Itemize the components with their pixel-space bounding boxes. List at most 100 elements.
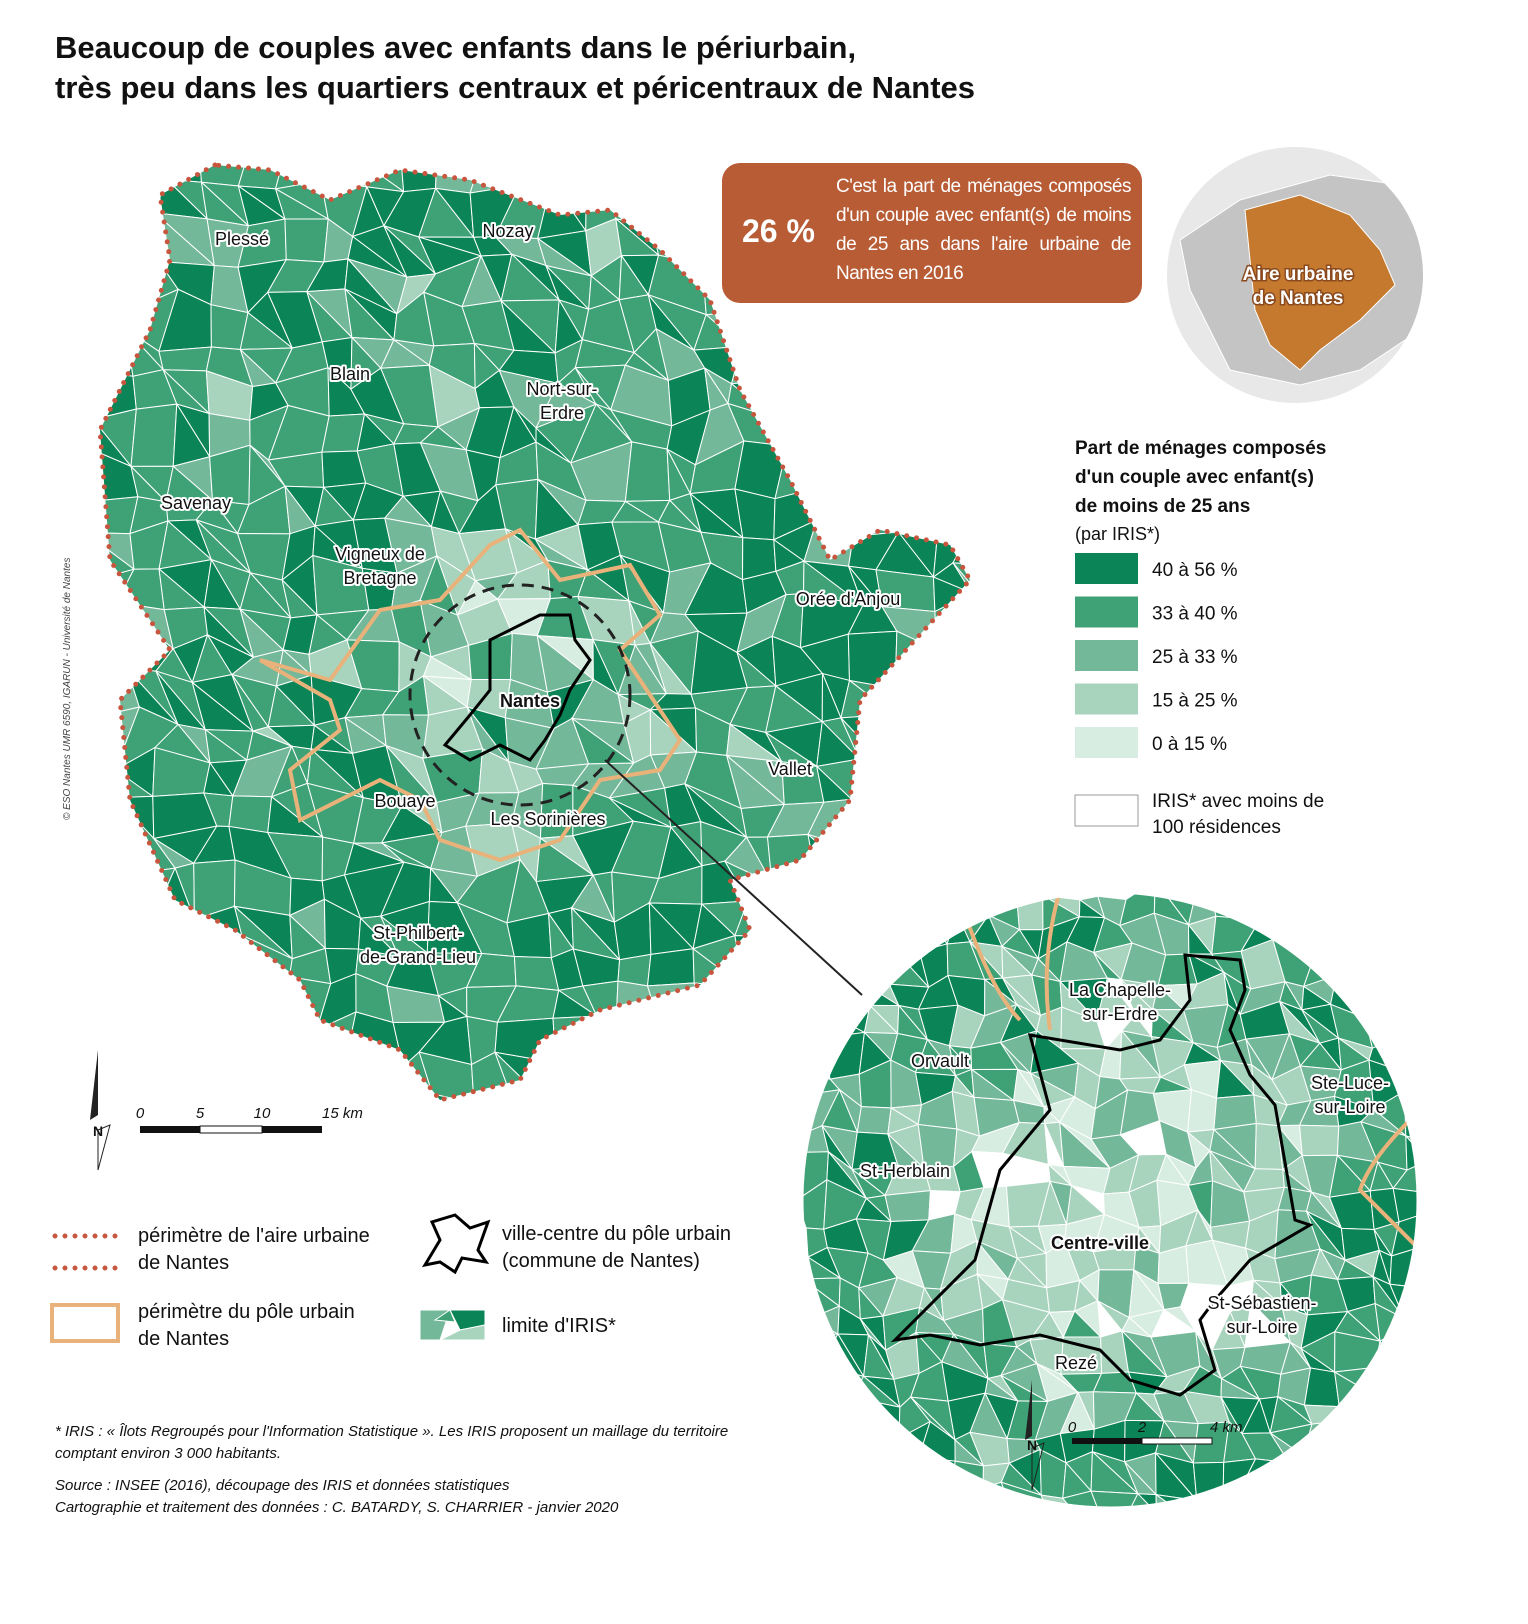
legend-label: 33 à 40 % <box>1152 604 1238 625</box>
iris-cell <box>814 444 851 486</box>
iris-cell <box>1374 1366 1411 1408</box>
iris-cell <box>1376 1396 1411 1434</box>
iris-cell <box>820 1031 866 1080</box>
iris-cell <box>802 1010 826 1039</box>
iris-cell <box>808 1488 830 1508</box>
place-label: St-Herblain <box>860 1161 950 1181</box>
iris-cell <box>847 791 898 847</box>
iris-cell <box>761 1110 799 1134</box>
place-label: Blain <box>330 364 370 384</box>
iris-cell <box>930 820 970 880</box>
place-label: St-Philbert- <box>373 923 463 943</box>
place-label: sur-Erdre <box>1082 1004 1157 1024</box>
iris-cell <box>660 1033 708 1060</box>
iris-cell <box>1299 892 1345 917</box>
iris-cell <box>881 300 931 349</box>
iris-cell <box>203 1010 254 1069</box>
iris-cell <box>1401 892 1418 912</box>
iris-cell <box>326 165 368 188</box>
symbol-nantes <box>421 1213 491 1275</box>
iris-cell <box>1392 1159 1418 1194</box>
iris-cell <box>1299 892 1336 917</box>
iris-cell <box>830 1456 862 1486</box>
iris-cell <box>130 1063 177 1098</box>
iris-cell <box>100 306 140 330</box>
iris-cell <box>1392 1330 1418 1377</box>
iris-cell <box>243 1009 292 1068</box>
iris-cell <box>802 1034 832 1080</box>
iris-cell <box>1277 1186 1313 1212</box>
iris-cell <box>557 1109 595 1141</box>
iris-cell <box>100 796 139 831</box>
iris-cell <box>837 897 898 954</box>
iris-cell <box>859 1426 900 1465</box>
iris-cell <box>957 795 970 835</box>
inset-urban-area <box>1244 194 1396 371</box>
zoom-mosaic <box>802 892 1418 1508</box>
iris-cell <box>100 219 140 271</box>
iris-cell <box>1358 1483 1403 1508</box>
iris-cell <box>874 753 939 798</box>
iris-cell <box>914 418 970 451</box>
iris-cell <box>874 402 920 466</box>
iris-cell <box>963 764 970 800</box>
iris-cell <box>956 337 970 381</box>
iris-cell <box>808 896 845 941</box>
iris-cell <box>842 866 898 909</box>
iris-cell <box>1388 1000 1418 1050</box>
place-label: Bouaye <box>374 791 435 811</box>
iris-cell <box>1397 1449 1418 1502</box>
iris-cell <box>935 821 970 873</box>
iris-cell <box>811 484 854 538</box>
iris-cell <box>924 796 965 836</box>
iris-cell <box>913 344 958 382</box>
iris-cell <box>972 593 1007 653</box>
iris-cell <box>1303 1367 1340 1408</box>
iris-cell <box>892 460 922 501</box>
iris-cell <box>962 422 970 450</box>
iris-cell <box>1298 1124 1340 1157</box>
iris-cell <box>923 711 970 768</box>
iris-cell <box>892 684 932 716</box>
iris-cell <box>1288 1454 1316 1489</box>
iris-cell <box>650 1091 695 1100</box>
iris-cell <box>892 484 940 533</box>
iris-cell <box>120 165 173 181</box>
iris-cell <box>198 934 256 981</box>
title: Beaucoup de couples avec enfants dans le… <box>55 30 856 65</box>
iris-cell <box>831 1426 861 1467</box>
iris-cell <box>627 1091 667 1100</box>
iris-cell <box>1389 1456 1418 1502</box>
iris-cell <box>100 218 139 262</box>
urban-pole-perimeter <box>259 527 683 863</box>
iris-cell <box>730 345 787 385</box>
iris-cell <box>1303 1455 1348 1484</box>
iris-cell <box>100 326 134 377</box>
iris-cell <box>924 761 970 799</box>
iris-cell <box>1398 1406 1418 1427</box>
iris-cell <box>1392 1187 1418 1223</box>
iris-cell <box>650 1055 694 1097</box>
place-label: sur-Loire <box>1226 1317 1297 1337</box>
legend-title: d'un couple avec enfant(s) <box>1075 467 1314 488</box>
iris-cell <box>1240 1485 1274 1508</box>
iris-cell <box>204 978 256 1024</box>
iris-cell <box>100 761 117 799</box>
iris-cell <box>804 935 845 995</box>
iris-cell <box>770 879 817 924</box>
iris-cell <box>1397 952 1418 983</box>
place-label: St-Sébastien- <box>1207 1293 1316 1313</box>
iris-cell <box>733 986 776 1018</box>
iris-cell <box>801 408 851 453</box>
iris-cell <box>100 600 124 643</box>
iris-cell <box>100 947 141 999</box>
iris-cell <box>734 935 785 988</box>
north-arrow <box>90 1050 111 1171</box>
iris-cell <box>919 484 970 525</box>
scale-bar-zoom <box>1072 1437 1213 1445</box>
iris-cell <box>625 1048 663 1100</box>
iris-cell <box>837 938 888 992</box>
title: très peu dans les quartiers centraux et … <box>55 70 975 105</box>
scale-bar <box>140 1125 322 1134</box>
symbol-label: périmètre de l'aire urbaine <box>138 1225 370 1247</box>
